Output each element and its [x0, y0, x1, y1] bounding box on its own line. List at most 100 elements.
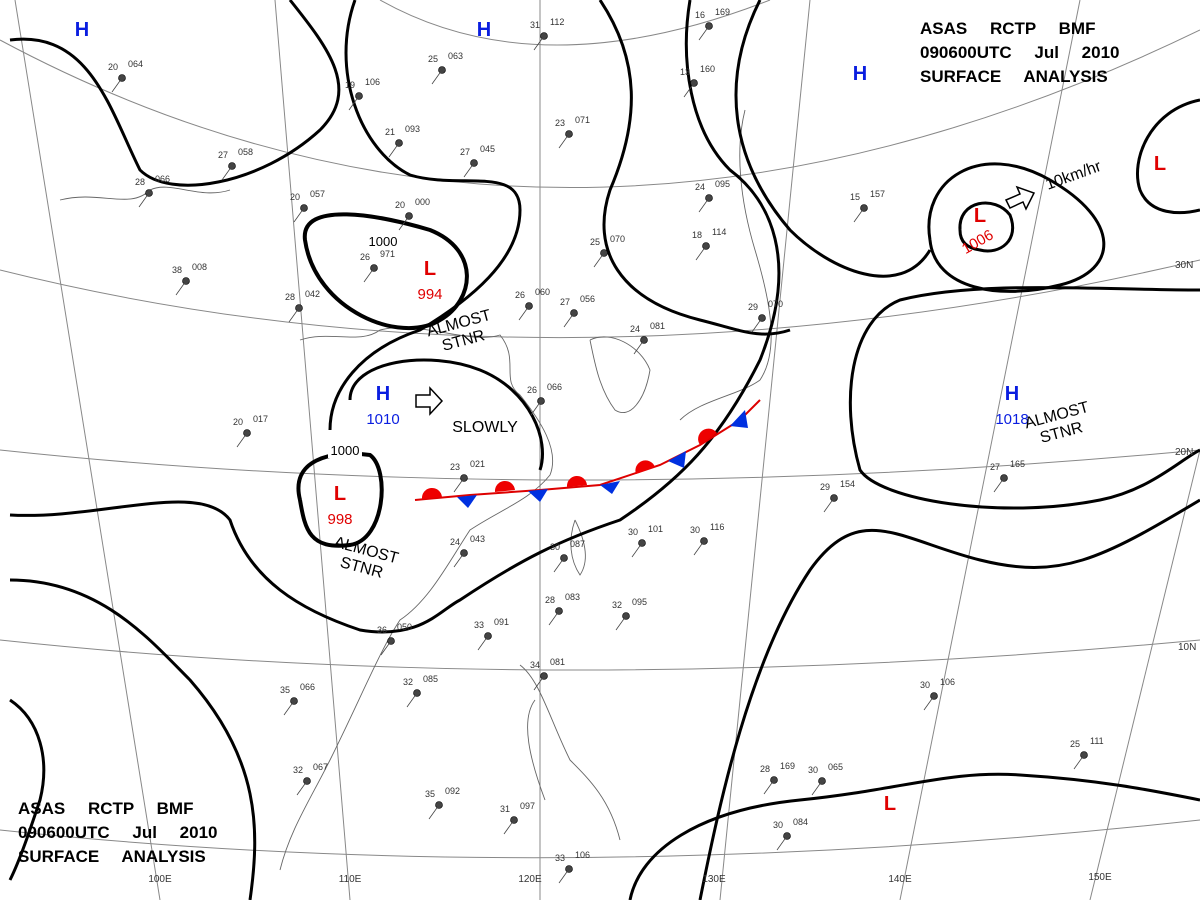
station-plot: 30 116 [690, 522, 724, 556]
station-pressure: 095 [715, 179, 730, 189]
station-pressure: 063 [448, 51, 463, 61]
wind-barb [558, 133, 570, 149]
station-pressure: 043 [470, 534, 485, 544]
station-pressure: 017 [253, 414, 268, 424]
wind-barb [503, 819, 515, 835]
station-plot: 25 063 [428, 51, 463, 85]
station-plot: 33 106 [555, 850, 590, 884]
station-temp: 28 [545, 595, 555, 605]
station-pressure: 165 [1010, 459, 1025, 469]
station-pressure: 097 [520, 801, 535, 811]
wind-barb [693, 540, 705, 556]
station-plot: 30 084 [773, 817, 808, 851]
station-temp: 32 [293, 765, 303, 775]
system-letter: L [884, 793, 896, 815]
warm-symbol [635, 460, 655, 474]
wind-barb [615, 615, 627, 631]
station-plot: 35 066 [280, 682, 315, 716]
station-temp: 20 [233, 417, 243, 427]
warm-symbol [494, 480, 515, 492]
station-plot: 29 070 [748, 299, 783, 333]
station-plot: 23 021 [450, 459, 485, 493]
station-pressure: 060 [535, 287, 550, 297]
warm-symbol [698, 428, 717, 445]
station-temp: 30 [773, 820, 783, 830]
parallel [0, 819, 1200, 859]
isobar [8, 698, 46, 881]
station-temp: 26 [360, 252, 370, 262]
station-plot: 18 114 [692, 227, 726, 261]
latitude-label: 30N [1175, 260, 1193, 271]
station-plot: 26 971 [360, 249, 395, 283]
isobars [8, 0, 1200, 900]
wind-barb [548, 610, 560, 626]
station-plot: 30 065 [808, 762, 843, 796]
station-plot: 24 095 [695, 179, 730, 213]
system-letter: L [974, 205, 986, 227]
motion-arrow [1004, 185, 1036, 211]
cold-symbol [457, 495, 477, 508]
system-letter: H [376, 383, 390, 405]
station-temp: 20 [290, 192, 300, 202]
system-letter: H [477, 19, 491, 41]
meridian [14, 0, 161, 900]
station-temp: 28 [760, 764, 770, 774]
station-pressure: 093 [405, 124, 420, 134]
wind-barb [698, 25, 710, 41]
longitude-label: 140E [888, 874, 912, 885]
station-pressure: 050 [397, 622, 412, 632]
motion-arrow [415, 386, 444, 416]
wind-barb [533, 35, 545, 51]
station-plot: 26 060 [515, 287, 550, 321]
isobar [9, 578, 257, 900]
station-plot: 36 050 [377, 622, 412, 656]
wind-barb [823, 497, 835, 513]
wind-barb [563, 312, 575, 328]
station-plot: 20 057 [290, 189, 325, 223]
header-line: ASAS RCTP BMF [920, 19, 1095, 38]
station-pressure: 106 [365, 77, 380, 87]
station-temp: 27 [460, 147, 470, 157]
station-plot: 27 165 [990, 459, 1025, 493]
longitude-label: 150E [1088, 872, 1112, 883]
label-bg [366, 234, 400, 249]
wind-barb [236, 432, 248, 448]
system-letter: H [75, 19, 89, 41]
station-temp: 30 [628, 527, 638, 537]
station-pressure: 169 [780, 761, 795, 771]
station-pressure: 085 [423, 674, 438, 684]
label-bg [328, 443, 362, 458]
wind-barb [751, 317, 763, 333]
station-temp: 27 [990, 462, 1000, 472]
isobar [348, 358, 544, 471]
coast [527, 699, 546, 801]
wind-barb [776, 835, 788, 851]
station-pressure: 064 [128, 59, 143, 69]
station-pressure: 056 [580, 294, 595, 304]
station-plot: 25 070 [590, 234, 625, 268]
station-plot: 28 066 [135, 174, 170, 208]
wind-barb [633, 339, 645, 355]
station-temp: 27 [560, 297, 570, 307]
station-plot: 33 091 [474, 617, 509, 651]
wind-barb [348, 95, 360, 111]
station-pressure: 112 [550, 17, 564, 27]
isobar [9, 0, 781, 634]
wind-barb [363, 267, 375, 283]
longitude-label: 120E [518, 874, 542, 885]
coast [589, 336, 651, 413]
wind-barb [683, 82, 695, 98]
station-temp: 36 [377, 625, 387, 635]
wind-barb [221, 165, 233, 181]
station-pressure: 083 [565, 592, 580, 602]
station-plot: 21 093 [385, 124, 420, 158]
warm-symbol [421, 487, 442, 499]
station-pressure: 008 [192, 262, 207, 272]
header-line: SURFACE ANALYSIS [18, 847, 206, 866]
header-line: 090600UTC Jul 2010 [18, 823, 218, 842]
system-letter: H [1005, 383, 1019, 405]
isobar [628, 772, 1200, 900]
wind-barb [175, 280, 187, 296]
